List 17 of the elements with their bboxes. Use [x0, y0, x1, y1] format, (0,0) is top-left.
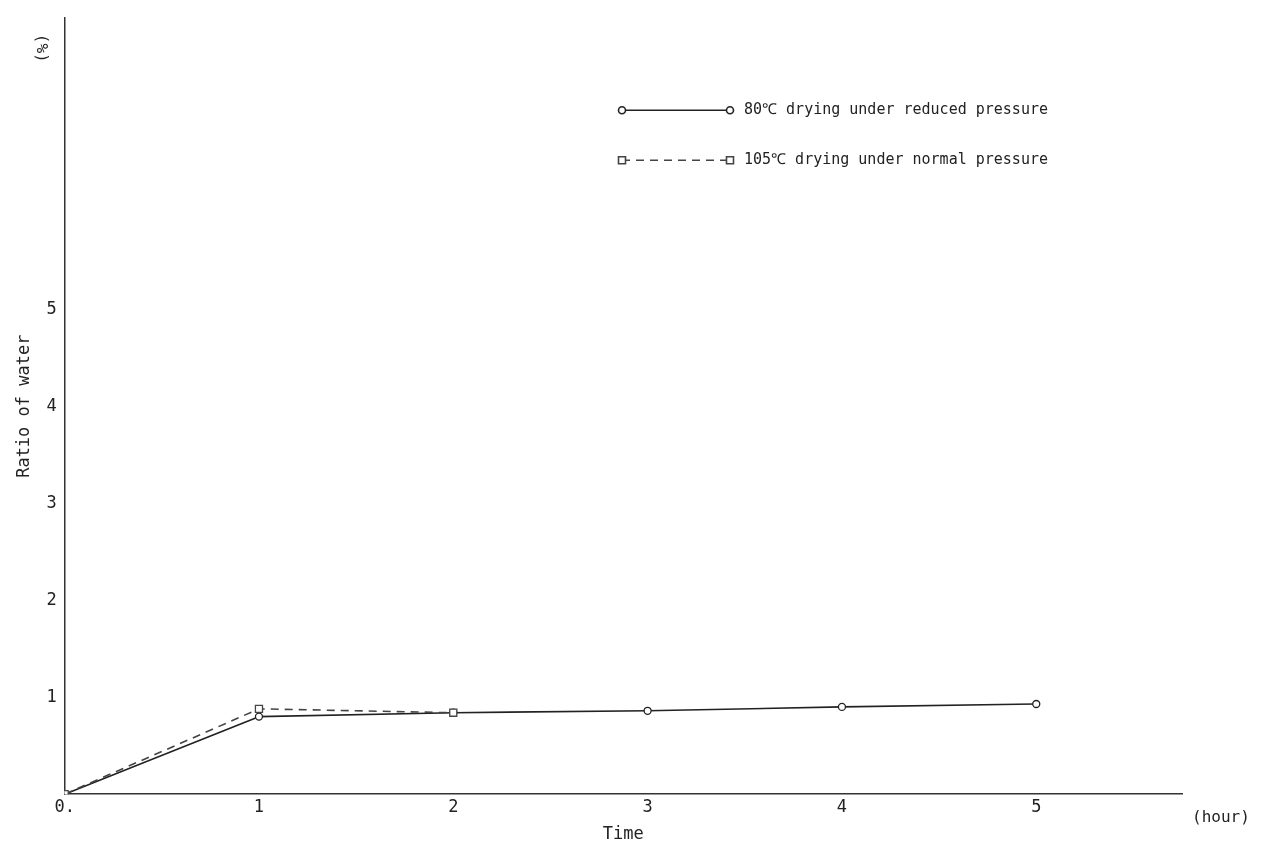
x-tick-label: 2	[448, 795, 459, 816]
y-tick-label: 2	[46, 588, 57, 609]
y-tick-label: 5	[46, 297, 57, 318]
x-tick-label: 0.	[54, 795, 75, 816]
legend-label: 105℃ drying under normal pressure	[744, 150, 1048, 169]
y-tick-label: 3	[46, 491, 57, 512]
text: (hour)	[1192, 807, 1250, 827]
y-axis-title: Ratio of water	[12, 334, 33, 478]
legend-label: 80℃ drying under reduced pressure	[744, 100, 1048, 119]
text: (%)	[32, 33, 52, 63]
x-tick-label: 5	[1031, 795, 1042, 816]
x-tick-label: 4	[836, 795, 848, 816]
y-tick-label: 1	[46, 685, 57, 706]
x-axis-title: Time	[602, 823, 644, 844]
y-tick-label: 4	[46, 394, 57, 415]
x-tick-label: 1	[253, 795, 265, 816]
x-tick-label: 3	[642, 795, 653, 816]
